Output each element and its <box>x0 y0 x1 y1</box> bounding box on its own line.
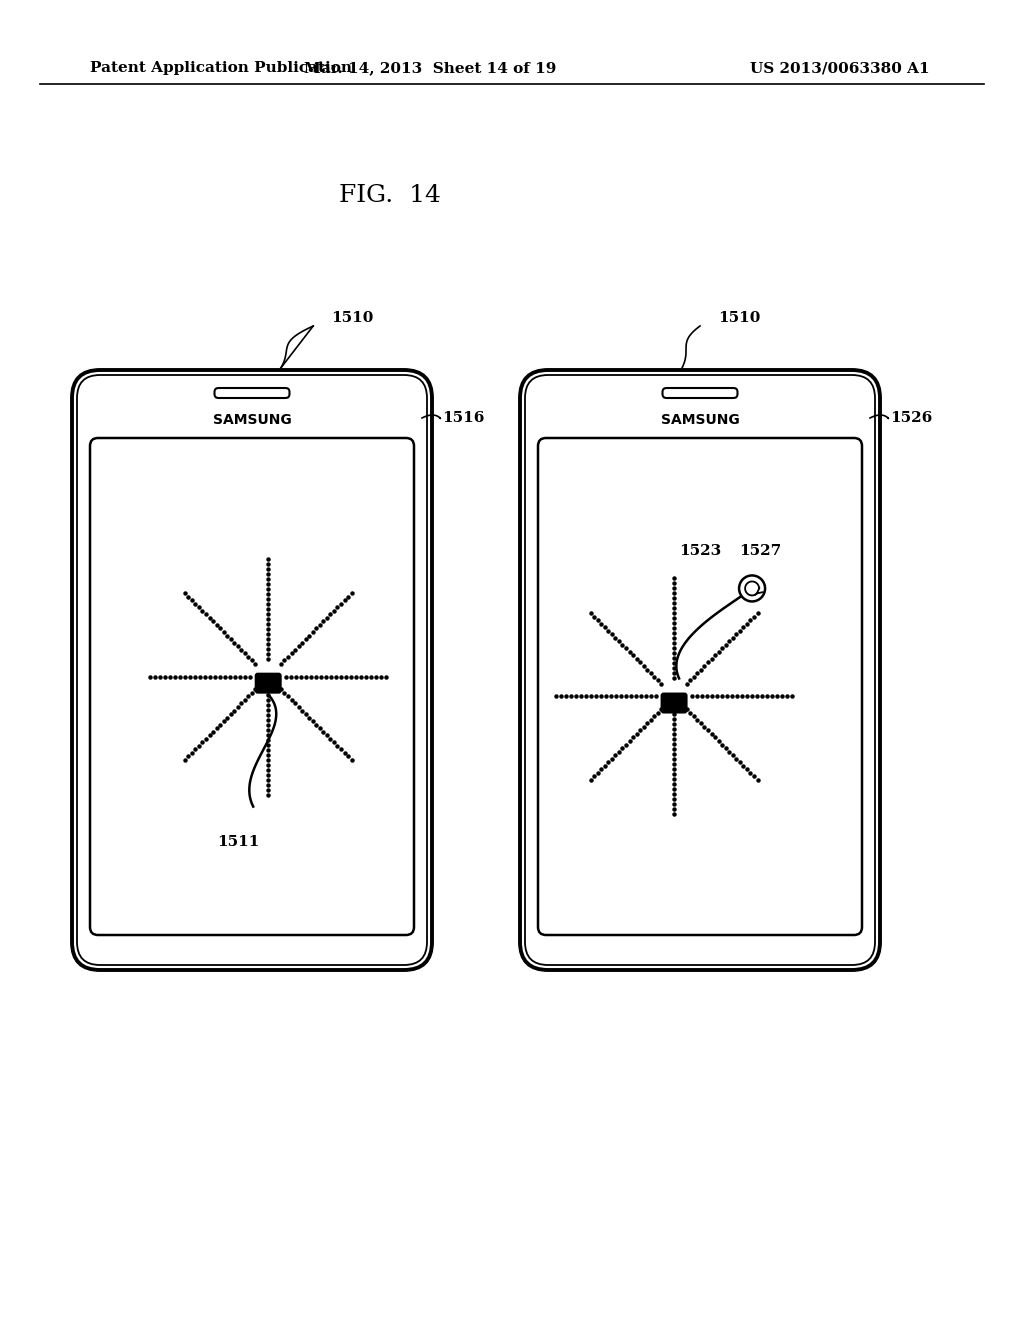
FancyBboxPatch shape <box>72 370 432 970</box>
Text: 1527: 1527 <box>739 544 781 558</box>
Text: 1510: 1510 <box>718 312 761 325</box>
FancyBboxPatch shape <box>77 375 427 965</box>
Text: SAMSUNG: SAMSUNG <box>213 413 292 426</box>
Text: Patent Application Publication: Patent Application Publication <box>90 61 352 75</box>
FancyBboxPatch shape <box>663 388 737 399</box>
FancyBboxPatch shape <box>660 693 687 714</box>
Text: 1526: 1526 <box>890 411 932 425</box>
Text: 1510: 1510 <box>331 312 374 325</box>
FancyBboxPatch shape <box>520 370 880 970</box>
Text: SAMSUNG: SAMSUNG <box>660 413 739 426</box>
Circle shape <box>739 576 765 602</box>
Text: 1511: 1511 <box>217 834 259 849</box>
FancyBboxPatch shape <box>214 388 290 399</box>
Text: Mar. 14, 2013  Sheet 14 of 19: Mar. 14, 2013 Sheet 14 of 19 <box>304 61 556 75</box>
FancyBboxPatch shape <box>90 438 414 935</box>
Text: FIG.  14: FIG. 14 <box>339 183 441 206</box>
Text: 1523: 1523 <box>679 544 721 558</box>
Text: US 2013/0063380 A1: US 2013/0063380 A1 <box>751 61 930 75</box>
FancyBboxPatch shape <box>538 438 862 935</box>
FancyBboxPatch shape <box>255 673 282 694</box>
Text: 1516: 1516 <box>442 411 484 425</box>
FancyBboxPatch shape <box>525 375 874 965</box>
